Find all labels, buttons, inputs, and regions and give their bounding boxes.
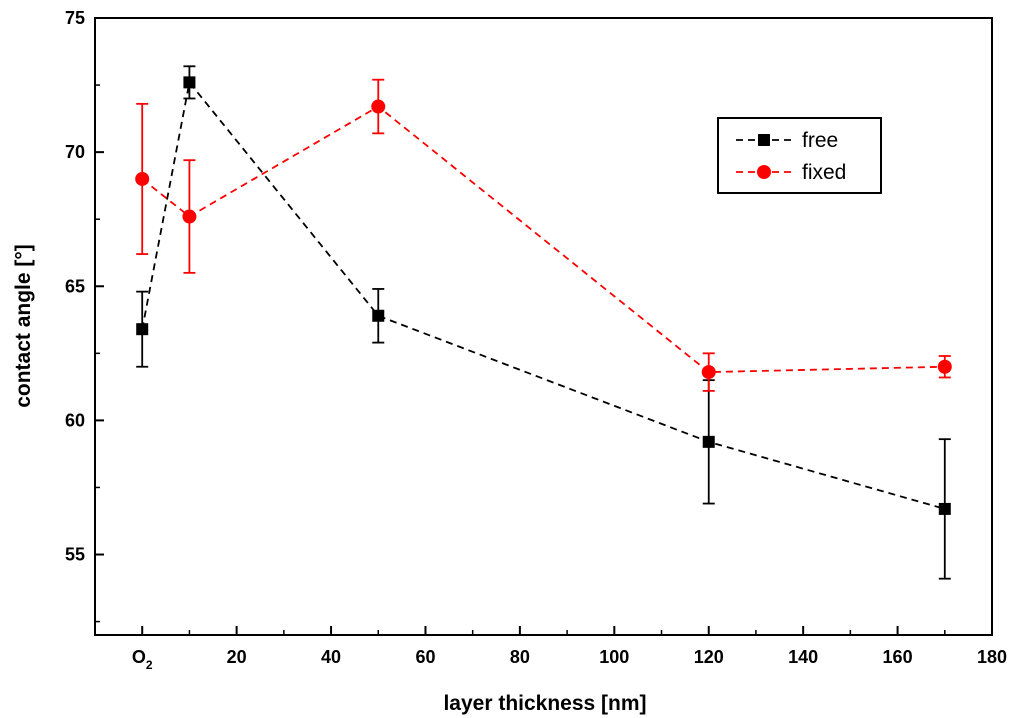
data-point-fixed <box>937 359 952 374</box>
legend-marker-fixed <box>757 165 771 179</box>
y-tick-label: 75 <box>65 8 85 28</box>
data-point-free <box>183 76 196 89</box>
x-tick-label: 140 <box>788 647 818 667</box>
x-tick-label: 80 <box>510 647 530 667</box>
x-tick-label: 40 <box>321 647 341 667</box>
data-point-free <box>136 323 149 336</box>
x-tick-label: 120 <box>694 647 724 667</box>
data-point-fixed <box>371 99 386 114</box>
series-line-free <box>141 80 946 510</box>
x-tick-label-subscript: 2 <box>146 658 153 672</box>
legend-marker-free <box>758 134 770 146</box>
x-tick-label: O2 <box>132 647 153 672</box>
y-tick-label: 65 <box>65 276 85 296</box>
data-point-free <box>372 309 385 322</box>
data-point-fixed <box>701 365 716 380</box>
legend-label-free: free <box>802 129 838 152</box>
plot-frame <box>94 17 993 636</box>
x-tick-label: 160 <box>883 647 913 667</box>
x-tick-label: 100 <box>599 647 629 667</box>
x-tick-label: 20 <box>227 647 247 667</box>
data-point-fixed <box>182 209 197 224</box>
x-tick-label: 180 <box>977 647 1007 667</box>
x-tick-label: 60 <box>415 647 435 667</box>
y-tick-label: 55 <box>65 545 85 565</box>
x-axis-title: layer thickness [nm] <box>443 692 646 715</box>
data-point-free <box>938 502 951 515</box>
y-tick-label: 60 <box>65 410 85 430</box>
data-point-fixed <box>135 171 150 186</box>
data-point-free <box>702 435 715 448</box>
y-tick-label: 70 <box>65 142 85 162</box>
plot-layer: 55 60 65 70 75 O2 20 40 60 80 100 120 140 160 180 free f… <box>65 8 1007 672</box>
legend-box <box>717 117 882 194</box>
y-axis-title: contact angle [°] <box>12 244 35 408</box>
legend-label-fixed: fixed <box>802 161 846 184</box>
